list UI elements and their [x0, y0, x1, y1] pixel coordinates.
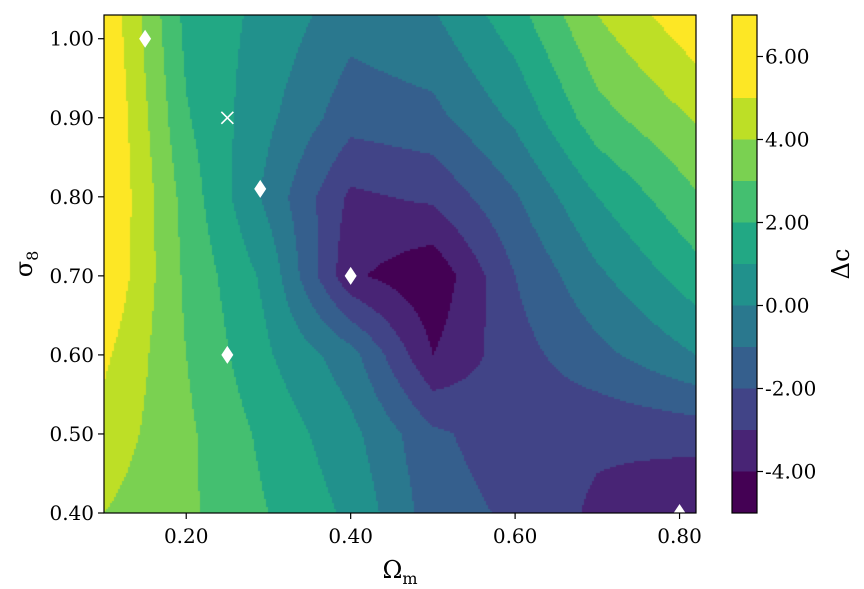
plot-area: [104, 15, 696, 513]
plot-frame: [103, 14, 697, 514]
y-tick-label: 0.70: [49, 264, 94, 288]
colorbar-band: [732, 56, 757, 98]
y-label-main: σ: [10, 261, 38, 277]
colorbar-band: [732, 98, 757, 140]
colorbar-tick-label: -2.00: [765, 377, 816, 401]
diamond-marker: [139, 29, 152, 48]
colorbar-tick-label: -4.00: [765, 460, 816, 484]
x-axis-label-text: Ωm: [382, 556, 417, 588]
colorbar-band: [732, 471, 757, 513]
colorbar-tick-label: 4.00: [765, 128, 810, 152]
y-tick-label: 0.40: [49, 501, 94, 525]
y-tick-label: 0.60: [49, 343, 94, 367]
marker-layer: [139, 29, 686, 522]
colorbar-frame: [731, 14, 758, 514]
x-label-main: Ω: [382, 556, 402, 584]
y-axis-label: σ8: [10, 251, 42, 278]
colorbar-label-text: Δc: [827, 249, 855, 280]
y-axis-label-text: σ8: [10, 251, 42, 278]
diamond-marker: [254, 179, 267, 198]
x-axis-label: Ωm: [382, 556, 417, 588]
diamond-marker: [221, 345, 234, 364]
diamond-marker: [344, 266, 357, 285]
colorbar-tick-label: 0.00: [765, 294, 810, 318]
colorbar-band: [732, 347, 757, 389]
colorbar-band: [732, 305, 757, 347]
colorbar-band: [732, 264, 757, 306]
colorbar-tick-label: 6.00: [765, 45, 810, 69]
colorbar-band: [732, 388, 757, 430]
colorbar-tick-label: 2.00: [765, 211, 810, 235]
contour-field: [104, 15, 696, 513]
y-tick-label: 0.90: [49, 106, 94, 130]
x-axis: 0.20 0.40 0.60 0.80: [164, 513, 702, 548]
x-tick-label: 0.40: [328, 524, 373, 548]
colorbar-band: [732, 222, 757, 264]
x-tick-label: 0.20: [164, 524, 209, 548]
colorbar-label: Δc: [827, 249, 855, 280]
colorbar-band: [732, 430, 757, 472]
y-label-sub: 8: [23, 251, 42, 261]
cross-marker: [220, 111, 234, 125]
colorbar: -4.00 -2.00 0.00 2.00 4.00 6.00: [731, 14, 816, 514]
y-tick-label: 0.50: [49, 422, 94, 446]
y-axis: 0.40 0.50 0.60 0.70 0.80 0.90 1.00: [49, 27, 104, 525]
colorbar-band: [732, 181, 757, 223]
y-tick-label: 0.80: [49, 185, 94, 209]
x-tick-label: 0.60: [493, 524, 538, 548]
colorbar-band: [732, 15, 757, 57]
colorbar-band: [732, 139, 757, 181]
y-tick-label: 1.00: [49, 27, 94, 51]
x-label-sub: m: [402, 569, 417, 588]
x-tick-label: 0.80: [657, 524, 702, 548]
